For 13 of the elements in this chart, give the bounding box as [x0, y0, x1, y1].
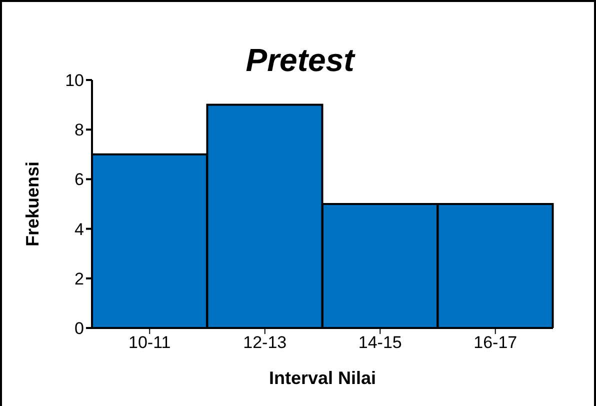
y-tick-label: 10 [65, 71, 84, 90]
y-axis-title: Frekuensi [22, 161, 42, 247]
x-tick-label: 16-17 [474, 333, 518, 352]
y-tick-label: 8 [74, 120, 84, 140]
x-tick-label: 14-15 [358, 333, 402, 352]
x-tick-label: 10-11 [128, 333, 171, 352]
y-tick-label: 6 [74, 170, 84, 190]
x-tick-label: 12-13 [243, 333, 287, 352]
y-tick-label: 0 [74, 319, 84, 338]
chart-title: Pretest [246, 42, 354, 78]
x-axis-title: Interval Nilai [268, 368, 376, 388]
y-tick-label: 4 [74, 220, 84, 239]
y-tick-label: 2 [74, 269, 84, 288]
